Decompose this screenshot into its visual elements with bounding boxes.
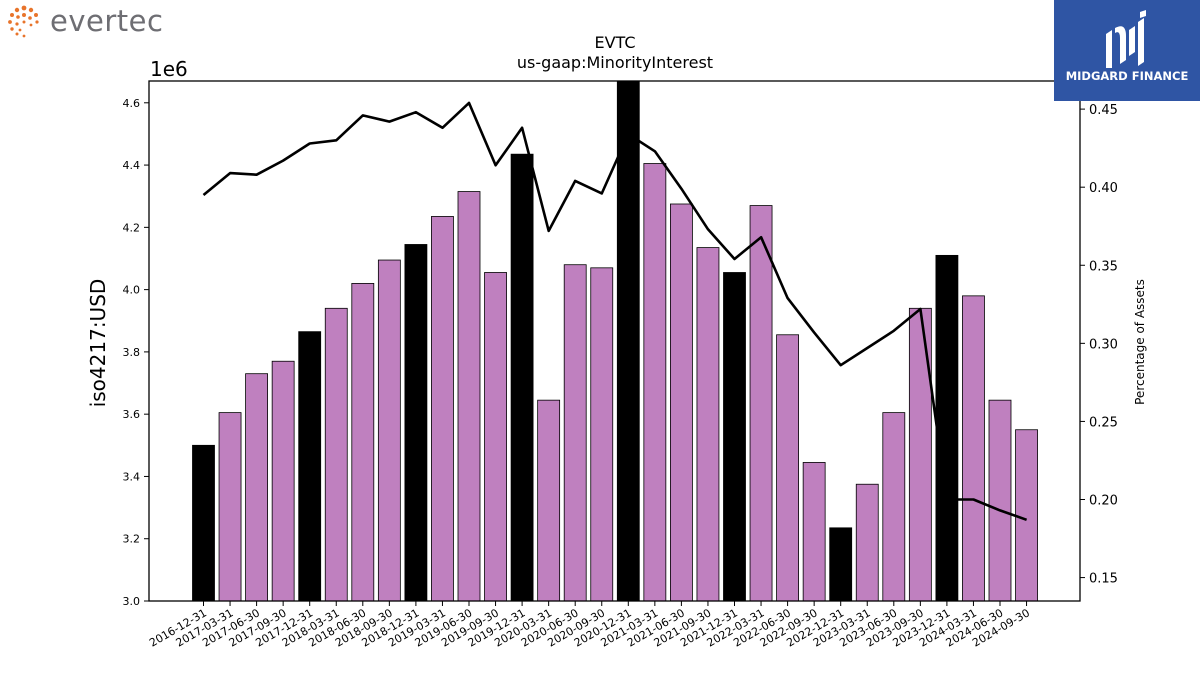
bar-2020-03-31 bbox=[537, 399, 561, 602]
y-tick-label: 4.0 bbox=[123, 284, 141, 297]
y2-tick-label: 0.20 bbox=[1089, 493, 1118, 508]
y2-tick-label: 0.45 bbox=[1089, 103, 1118, 118]
bar-2022-09-30 bbox=[802, 462, 826, 602]
bar-2020-09-30 bbox=[590, 267, 614, 602]
y2-tick-label: 0.35 bbox=[1089, 259, 1118, 274]
y-tick-label: 3.6 bbox=[123, 408, 141, 421]
midgard-logo-icon bbox=[1106, 10, 1146, 68]
bar-2017-09-30 bbox=[271, 360, 295, 602]
bar-2023-03-31 bbox=[855, 483, 879, 602]
y-tick-label: 4.2 bbox=[123, 221, 141, 234]
bar-2019-09-30 bbox=[484, 272, 507, 602]
chart-title: EVTC bbox=[594, 33, 635, 52]
bar-2019-06-30 bbox=[457, 191, 481, 602]
line-layer bbox=[202, 101, 1028, 522]
y-tick-label: 3.4 bbox=[123, 470, 141, 483]
y2-tick-label: 0.15 bbox=[1089, 572, 1118, 587]
bar-2021-09-30 bbox=[696, 247, 720, 602]
y-axis: 3.0 3.2 3.4 3.6 3.8 4.0 4.2 4.4 4.6 bbox=[123, 97, 149, 608]
y2-axis: 0.15 0.20 0.25 0.30 0.35 0.40 0.45 bbox=[1080, 103, 1118, 587]
midgard-logo: MIDGARD FINANCE bbox=[1054, 0, 1200, 101]
bar-2022-03-31 bbox=[749, 205, 773, 602]
bar-2021-03-31 bbox=[643, 163, 667, 602]
bar-2022-06-30 bbox=[776, 334, 799, 602]
bar-2024-06-30 bbox=[988, 399, 1012, 602]
bar-2017-12-31 bbox=[298, 331, 322, 602]
bars-layer bbox=[192, 80, 1038, 602]
y2-axis-label: Percentage of Assets bbox=[1133, 279, 1147, 405]
bar-2023-06-30 bbox=[882, 412, 906, 602]
y-axis-label: iso4217:USD bbox=[86, 279, 110, 408]
bar-2018-09-30 bbox=[377, 259, 401, 602]
y2-tick-label: 0.25 bbox=[1089, 415, 1118, 430]
bar-2021-12-31 bbox=[723, 272, 746, 602]
bar-2018-12-31 bbox=[404, 244, 428, 602]
bar-2016-12-31 bbox=[192, 444, 215, 602]
y2-tick-label: 0.40 bbox=[1089, 181, 1118, 196]
chart-subtitle: us-gaap:MinorityInterest bbox=[517, 53, 713, 72]
bar-2021-06-30 bbox=[670, 203, 693, 602]
bar-2023-12-31 bbox=[935, 254, 959, 602]
percentage-of-assets-line bbox=[202, 101, 1028, 522]
bar-2020-12-31 bbox=[616, 80, 640, 602]
bar-2024-09-30 bbox=[1015, 429, 1038, 602]
y-tick-label: 3.0 bbox=[123, 595, 141, 608]
evertec-logo-icon bbox=[8, 5, 39, 38]
bar-2024-03-31 bbox=[962, 295, 985, 602]
x-axis: 2016-12-312017-03-312017-06-302017-09-30… bbox=[147, 601, 1032, 650]
bar-2023-09-30 bbox=[908, 307, 932, 602]
midgard-logo-text: MIDGARD FINANCE bbox=[1065, 69, 1189, 83]
bar-2018-06-30 bbox=[351, 282, 375, 602]
y-tick-label: 4.4 bbox=[123, 159, 141, 172]
bar-2018-03-31 bbox=[324, 307, 348, 602]
y-tick-label: 4.6 bbox=[123, 97, 141, 110]
evertec-logo-text: evertec bbox=[50, 4, 164, 38]
y-tick-label: 3.2 bbox=[123, 533, 141, 546]
bar-2017-06-30 bbox=[245, 373, 269, 602]
plot-frame bbox=[148, 80, 1081, 602]
y-tick-label: 3.8 bbox=[123, 346, 141, 359]
bar-2019-12-31 bbox=[510, 153, 534, 602]
bar-2019-03-31 bbox=[431, 216, 454, 602]
y-offset-label: 1e6 bbox=[150, 57, 188, 81]
bar-2022-12-31 bbox=[829, 527, 853, 602]
y2-tick-label: 0.30 bbox=[1089, 337, 1118, 352]
bar-2020-06-30 bbox=[563, 264, 587, 602]
bar-2017-03-31 bbox=[218, 412, 242, 602]
